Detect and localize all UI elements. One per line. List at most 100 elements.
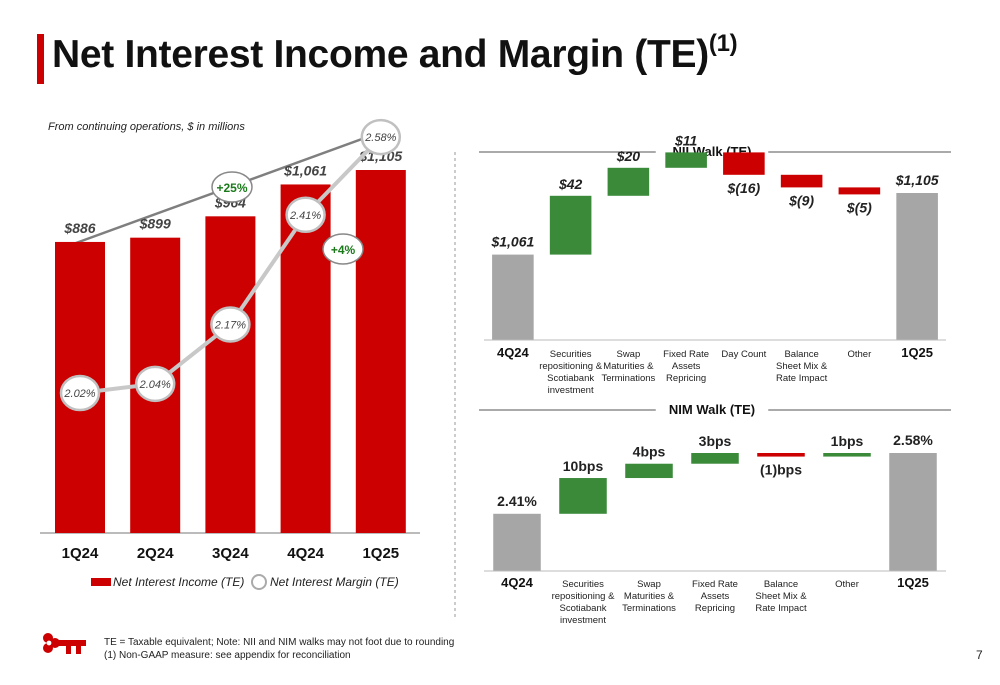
walk-value-label: $(5) [846, 199, 872, 215]
chart-subtitle: From continuing operations, $ in million… [48, 121, 245, 133]
walk-bar [889, 453, 937, 571]
walk-bar [549, 195, 592, 255]
key-logo-icon [43, 633, 86, 654]
walk-category-label: Balance [784, 349, 818, 360]
walk-value-label: 3bps [699, 433, 732, 449]
walk-value-label: 1bps [831, 433, 864, 449]
walk-category-label: Sheet Mix & [755, 591, 807, 602]
x-tick-label: 1Q24 [62, 545, 99, 562]
walk-category-label: investment [560, 615, 606, 626]
growth-badge-label: +4% [331, 243, 356, 257]
growth-badge [211, 171, 253, 203]
walk-category-label: investment [548, 385, 594, 396]
title-accent-bar [37, 34, 44, 84]
walk-value-label: 2.41% [497, 493, 537, 509]
walk-category-label: Terminations [601, 373, 655, 384]
nii-value-label: $886 [63, 220, 95, 236]
walk-value-label: $11 [674, 132, 698, 148]
walk-value-label: $(16) [727, 180, 761, 196]
legend-label-nim: Net Interest Margin (TE) [270, 575, 399, 589]
walk-value-label: (1)bps [760, 462, 802, 478]
walk-category-label: Swap [637, 579, 661, 590]
walk-category-label: Day Count [721, 349, 766, 360]
nii-bar [205, 216, 256, 533]
walk-bar [492, 254, 534, 340]
x-tick-label: 1Q25 [362, 545, 399, 562]
walk-bar [780, 174, 823, 188]
nim-point [360, 118, 402, 156]
legend-label-nii: Net Interest Income (TE) [113, 575, 244, 589]
walk-category-label: Scotiabank [559, 603, 606, 614]
walk-category-label: Assets [672, 361, 701, 372]
walk-bar [625, 463, 673, 479]
nim-value-label: 2.58% [364, 132, 396, 144]
x-tick-label: 4Q24 [287, 545, 324, 562]
walk-value-label: $1,105 [895, 172, 939, 188]
walk-category-label: Other [847, 349, 871, 360]
walk-title: NIM Walk (TE) [669, 402, 755, 417]
walk-category-label: Fixed Rate [692, 579, 738, 590]
walk-value-label: 2.58% [893, 432, 933, 448]
walk-category-label: repositioning & [552, 591, 616, 602]
walk-category-label: Securities [550, 349, 592, 360]
walk-category-label: repositioning & [539, 361, 603, 372]
walk-category-label: Terminations [622, 603, 676, 614]
walk-category-label: Assets [701, 591, 730, 602]
growth-badge [322, 233, 364, 265]
walk-category-label: Other [835, 579, 859, 590]
walk-category-label: 4Q24 [497, 345, 530, 360]
walk-bar [896, 193, 938, 340]
walk-category-label: Repricing [666, 373, 706, 384]
nim-point [285, 196, 326, 234]
nim-point [59, 374, 101, 412]
walk-category-label: Balance [764, 579, 798, 590]
nii-bar [280, 184, 331, 534]
legend-swatch-nim [251, 574, 267, 590]
walk-category-label: Rate Impact [755, 603, 807, 614]
nii-value-label: $899 [139, 216, 171, 232]
walk-bar [838, 187, 881, 195]
walk-category-label: Swap [616, 349, 640, 360]
walk-bar [691, 453, 739, 464]
walk-category-label: Sheet Mix & [776, 361, 828, 372]
walk-value-label: $20 [616, 148, 641, 164]
page-title: Net Interest Income and Margin (TE)(1) [52, 30, 738, 76]
nii-value-label: $1,061 [283, 162, 327, 178]
walk-category-label: 4Q24 [501, 575, 534, 590]
nim-value-label: 2.02% [63, 388, 95, 400]
walk-category-label: Maturities & [624, 591, 675, 602]
walk-bar [493, 513, 541, 571]
walk-bar [823, 453, 871, 457]
walk-value-label: $42 [558, 176, 583, 192]
walk-bar [559, 478, 607, 514]
walk-category-label: Securities [562, 579, 604, 590]
growth-badge-label: +25% [216, 181, 247, 195]
walk-category-label: 1Q25 [897, 575, 929, 590]
nim-value-label: 2.41% [289, 210, 321, 222]
walk-bar [607, 167, 650, 196]
page-number: 7 [976, 648, 983, 662]
nim-value-label: 2.17% [214, 319, 246, 331]
nim-value-label: 2.04% [139, 379, 171, 391]
walk-category-label: Fixed Rate [663, 349, 709, 360]
nii-bar [355, 170, 406, 533]
footnote-te: TE = Taxable equivalent; Note: NII and N… [104, 637, 455, 648]
x-tick-label: 3Q24 [212, 545, 249, 562]
walk-bar [665, 152, 707, 168]
walk-bar [757, 453, 805, 457]
walk-value-label: $1,061 [490, 234, 534, 250]
walk-category-label: Scotiabank [547, 373, 594, 384]
walk-value-label: $(9) [788, 192, 814, 208]
nim-point [210, 306, 251, 343]
walk-value-label: 10bps [563, 458, 604, 474]
walk-category-label: 1Q25 [901, 345, 933, 360]
walk-category-label: Repricing [695, 603, 735, 614]
x-tick-label: 2Q24 [137, 545, 174, 562]
walk-bar [723, 152, 765, 175]
walk-category-label: Rate Impact [776, 373, 828, 384]
footnote-non-gaap: (1) Non-GAAP measure: see appendix for r… [104, 650, 351, 661]
walk-value-label: 4bps [633, 444, 666, 460]
legend-swatch-nii [91, 578, 111, 586]
walk-category-label: Maturities & [603, 361, 654, 372]
